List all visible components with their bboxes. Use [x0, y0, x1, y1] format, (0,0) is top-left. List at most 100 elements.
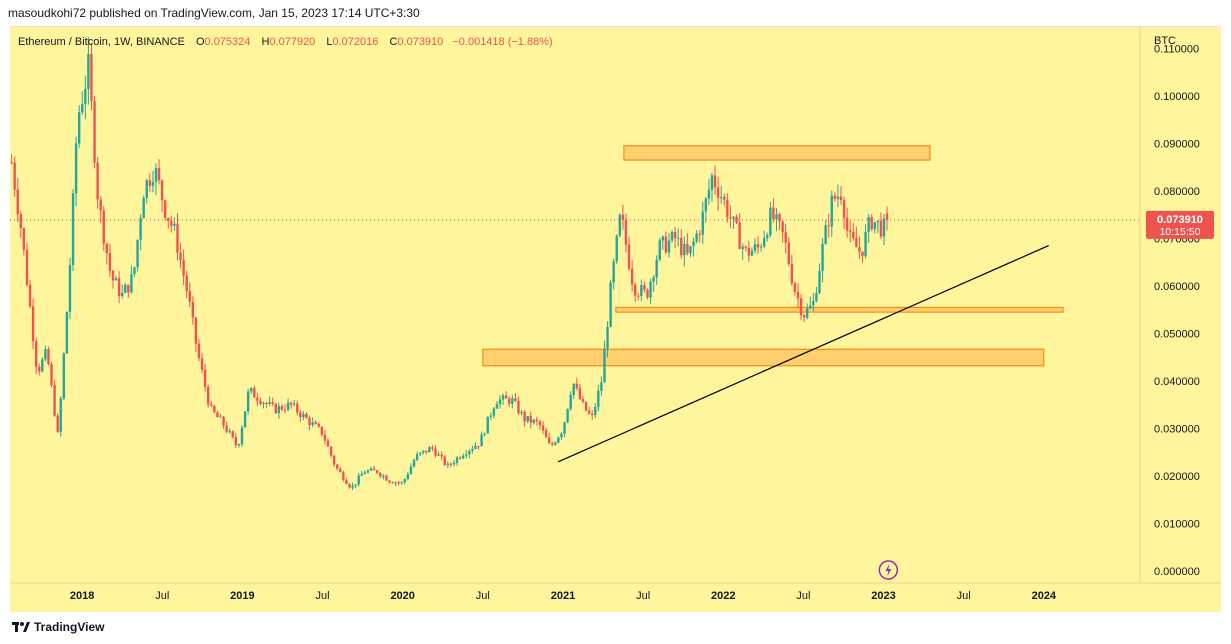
candle-body[interactable]: [508, 398, 511, 404]
candle-body[interactable]: [575, 383, 579, 388]
candle-body[interactable]: [870, 217, 873, 230]
candle-body[interactable]: [25, 249, 29, 285]
candle-body[interactable]: [210, 404, 213, 406]
candle-body[interactable]: [726, 199, 729, 218]
candle-body[interactable]: [299, 412, 302, 418]
candle-body[interactable]: [759, 246, 763, 248]
candle-body[interactable]: [182, 260, 185, 276]
candle-body[interactable]: [31, 306, 35, 342]
candle-body[interactable]: [772, 207, 775, 220]
candle-body[interactable]: [569, 394, 572, 409]
candle-body[interactable]: [474, 446, 477, 450]
candle-body[interactable]: [280, 406, 284, 410]
candle-body[interactable]: [320, 426, 324, 435]
candle-body[interactable]: [698, 233, 701, 235]
candle-body[interactable]: [84, 89, 87, 105]
candle-body[interactable]: [495, 404, 499, 409]
candle-body[interactable]: [707, 189, 711, 199]
candle-body[interactable]: [179, 252, 182, 261]
candle-body[interactable]: [695, 233, 698, 242]
candle-body[interactable]: [606, 326, 609, 349]
candle-body[interactable]: [216, 412, 219, 418]
candle-body[interactable]: [763, 238, 766, 247]
candle-body[interactable]: [262, 402, 265, 404]
candle-body[interactable]: [323, 434, 327, 441]
candle-body[interactable]: [830, 195, 833, 227]
candle-body[interactable]: [425, 450, 428, 453]
candle-body[interactable]: [557, 437, 560, 443]
candle-body[interactable]: [716, 187, 720, 198]
candle-body[interactable]: [563, 422, 566, 434]
candle-body[interactable]: [618, 214, 622, 236]
candle-body[interactable]: [652, 277, 655, 282]
candle-body[interactable]: [664, 236, 668, 253]
candle-body[interactable]: [560, 433, 563, 438]
candle-body[interactable]: [461, 455, 465, 459]
candle-body[interactable]: [471, 449, 474, 451]
candle-body[interactable]: [191, 301, 195, 318]
candle-body[interactable]: [62, 353, 66, 399]
candle-body[interactable]: [689, 246, 692, 254]
candle-body[interactable]: [590, 413, 594, 416]
candle-body[interactable]: [532, 419, 536, 423]
candle-body[interactable]: [185, 275, 188, 292]
candle-body[interactable]: [348, 483, 351, 488]
candle-body[interactable]: [806, 308, 809, 318]
candle-body[interactable]: [784, 232, 787, 243]
candle-body[interactable]: [400, 482, 403, 484]
candle-body[interactable]: [753, 244, 757, 251]
support-resistance-zone[interactable]: [623, 145, 931, 161]
candle-body[interactable]: [302, 414, 305, 418]
candle-body[interactable]: [163, 200, 167, 218]
candle-body[interactable]: [744, 246, 747, 248]
candle-body[interactable]: [96, 162, 99, 200]
candle-body[interactable]: [882, 218, 886, 237]
candle-body[interactable]: [833, 195, 837, 199]
candle-body[interactable]: [326, 440, 330, 447]
candle-body[interactable]: [572, 383, 575, 395]
candle-body[interactable]: [391, 482, 394, 484]
candle-body[interactable]: [504, 395, 508, 399]
candle-body[interactable]: [640, 285, 643, 296]
candle-body[interactable]: [839, 196, 843, 201]
candle-body[interactable]: [517, 400, 520, 414]
candle-body[interactable]: [842, 200, 846, 218]
candle-body[interactable]: [858, 247, 861, 252]
candle-body[interactable]: [314, 422, 317, 425]
candle-body[interactable]: [382, 475, 385, 477]
candle-body[interactable]: [581, 399, 585, 402]
candle-body[interactable]: [483, 433, 486, 435]
candle-body[interactable]: [422, 450, 425, 453]
candle-body[interactable]: [876, 220, 880, 223]
candle-body[interactable]: [766, 235, 769, 239]
candle-body[interactable]: [849, 230, 852, 232]
candle-body[interactable]: [418, 452, 422, 455]
candle-body[interactable]: [498, 399, 502, 405]
candle-body[interactable]: [827, 225, 830, 227]
candle-body[interactable]: [22, 228, 26, 250]
candle-body[interactable]: [615, 235, 618, 262]
candle-body[interactable]: [676, 237, 680, 239]
candle-body[interactable]: [633, 284, 637, 296]
candle-body[interactable]: [206, 386, 210, 405]
lightning-icon[interactable]: [878, 560, 899, 580]
candle-body[interactable]: [710, 175, 714, 190]
candle-body[interactable]: [468, 450, 471, 455]
candle-body[interactable]: [578, 387, 582, 400]
candle-body[interactable]: [225, 425, 228, 432]
candle-body[interactable]: [529, 416, 532, 423]
candle-body[interactable]: [317, 424, 320, 427]
candle-body[interactable]: [139, 218, 142, 240]
candle-body[interactable]: [486, 416, 489, 434]
candle-body[interactable]: [787, 242, 790, 265]
candle-body[interactable]: [372, 468, 376, 471]
candle-body[interactable]: [492, 408, 496, 416]
candle-body[interactable]: [286, 402, 290, 410]
candle-body[interactable]: [157, 168, 161, 181]
candle-body[interactable]: [136, 239, 139, 268]
candle-body[interactable]: [277, 406, 281, 414]
candle-body[interactable]: [655, 259, 658, 278]
candle-body[interactable]: [176, 223, 179, 253]
candle-body[interactable]: [465, 454, 468, 456]
candle-body[interactable]: [637, 295, 640, 297]
